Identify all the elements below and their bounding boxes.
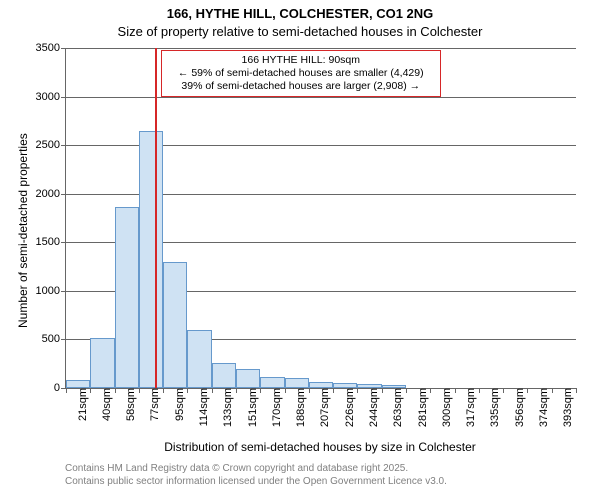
histogram-bar bbox=[333, 383, 357, 388]
xtick-mark bbox=[503, 388, 504, 393]
xtick-label: 188sqm bbox=[293, 388, 307, 427]
histogram-bar bbox=[236, 369, 260, 388]
histogram-bar bbox=[260, 377, 284, 388]
xtick-mark bbox=[406, 388, 407, 393]
xtick-mark bbox=[527, 388, 528, 393]
xtick-mark bbox=[357, 388, 358, 393]
ytick-label: 2000 bbox=[36, 188, 66, 200]
xtick-mark bbox=[260, 388, 261, 393]
xtick-mark bbox=[163, 388, 164, 393]
ytick-label: 2500 bbox=[36, 139, 66, 151]
xtick-mark bbox=[430, 388, 431, 393]
ytick-label: 1000 bbox=[36, 285, 66, 297]
xtick-mark bbox=[479, 388, 480, 393]
property-marker-line bbox=[155, 48, 157, 388]
xtick-mark bbox=[285, 388, 286, 393]
annotation-line3: 39% of semi-detached houses are larger (… bbox=[168, 80, 434, 93]
histogram-bar bbox=[139, 131, 163, 388]
xtick-mark bbox=[333, 388, 334, 393]
xtick-label: 393sqm bbox=[560, 388, 574, 427]
xtick-label: 151sqm bbox=[245, 388, 259, 427]
y-axis-label: Number of semi-detached properties bbox=[16, 133, 30, 328]
xtick-mark bbox=[552, 388, 553, 393]
xtick-mark bbox=[382, 388, 383, 393]
xtick-label: 244sqm bbox=[366, 388, 380, 427]
xtick-mark bbox=[212, 388, 213, 393]
chart-title-line1: 166, HYTHE HILL, COLCHESTER, CO1 2NG bbox=[0, 6, 600, 21]
xtick-label: 21sqm bbox=[75, 388, 89, 421]
xtick-label: 317sqm bbox=[463, 388, 477, 427]
xtick-mark bbox=[66, 388, 67, 393]
annotation-line1: 166 HYTHE HILL: 90sqm bbox=[168, 54, 434, 67]
annotation-box: 166 HYTHE HILL: 90sqm← 59% of semi-detac… bbox=[161, 50, 441, 97]
xtick-label: 207sqm bbox=[317, 388, 331, 427]
xtick-label: 374sqm bbox=[536, 388, 550, 427]
xtick-label: 226sqm bbox=[342, 388, 356, 427]
histogram-bar bbox=[285, 378, 309, 388]
xtick-label: 335sqm bbox=[487, 388, 501, 427]
ytick-label: 3500 bbox=[36, 42, 66, 54]
ytick-label: 3000 bbox=[36, 91, 66, 103]
histogram-bar bbox=[212, 363, 236, 388]
annotation-line2: ← 59% of semi-detached houses are smalle… bbox=[168, 67, 434, 80]
xtick-label: 114sqm bbox=[196, 388, 210, 426]
xtick-label: 170sqm bbox=[269, 388, 283, 427]
ytick-label: 1500 bbox=[36, 236, 66, 248]
xtick-mark bbox=[309, 388, 310, 393]
gridline bbox=[66, 48, 576, 49]
xtick-mark bbox=[455, 388, 456, 393]
xtick-mark bbox=[115, 388, 116, 393]
xtick-mark bbox=[236, 388, 237, 393]
xtick-label: 356sqm bbox=[512, 388, 526, 427]
histogram-bar bbox=[66, 380, 90, 388]
histogram-bar bbox=[309, 382, 333, 388]
xtick-mark bbox=[139, 388, 140, 393]
histogram-bar bbox=[382, 385, 406, 388]
xtick-mark bbox=[187, 388, 188, 393]
chart-container: 166, HYTHE HILL, COLCHESTER, CO1 2NG Siz… bbox=[0, 0, 600, 500]
xtick-label: 300sqm bbox=[439, 388, 453, 427]
footer-attribution: Contains HM Land Registry data © Crown c… bbox=[65, 462, 447, 488]
histogram-bar bbox=[357, 384, 381, 388]
ytick-label: 0 bbox=[54, 382, 66, 394]
xtick-label: 133sqm bbox=[220, 388, 234, 427]
ytick-label: 500 bbox=[42, 333, 66, 345]
xtick-label: 40sqm bbox=[99, 388, 113, 421]
xtick-label: 281sqm bbox=[415, 388, 429, 427]
histogram-bar bbox=[163, 262, 187, 388]
chart-title-line2: Size of property relative to semi-detach… bbox=[0, 24, 600, 39]
plot-area: 050010001500200025003000350021sqm40sqm58… bbox=[65, 48, 576, 389]
xtick-label: 263sqm bbox=[390, 388, 404, 427]
histogram-bar bbox=[115, 207, 139, 388]
xtick-label: 77sqm bbox=[147, 388, 161, 421]
xtick-mark bbox=[576, 388, 577, 393]
footer-line1: Contains HM Land Registry data © Crown c… bbox=[65, 462, 447, 475]
x-axis-label: Distribution of semi-detached houses by … bbox=[65, 440, 575, 454]
xtick-mark bbox=[90, 388, 91, 393]
xtick-label: 58sqm bbox=[123, 388, 137, 421]
footer-line2: Contains public sector information licen… bbox=[65, 475, 447, 488]
histogram-bar bbox=[90, 338, 114, 389]
histogram-bar bbox=[187, 330, 211, 388]
xtick-label: 95sqm bbox=[172, 388, 186, 421]
